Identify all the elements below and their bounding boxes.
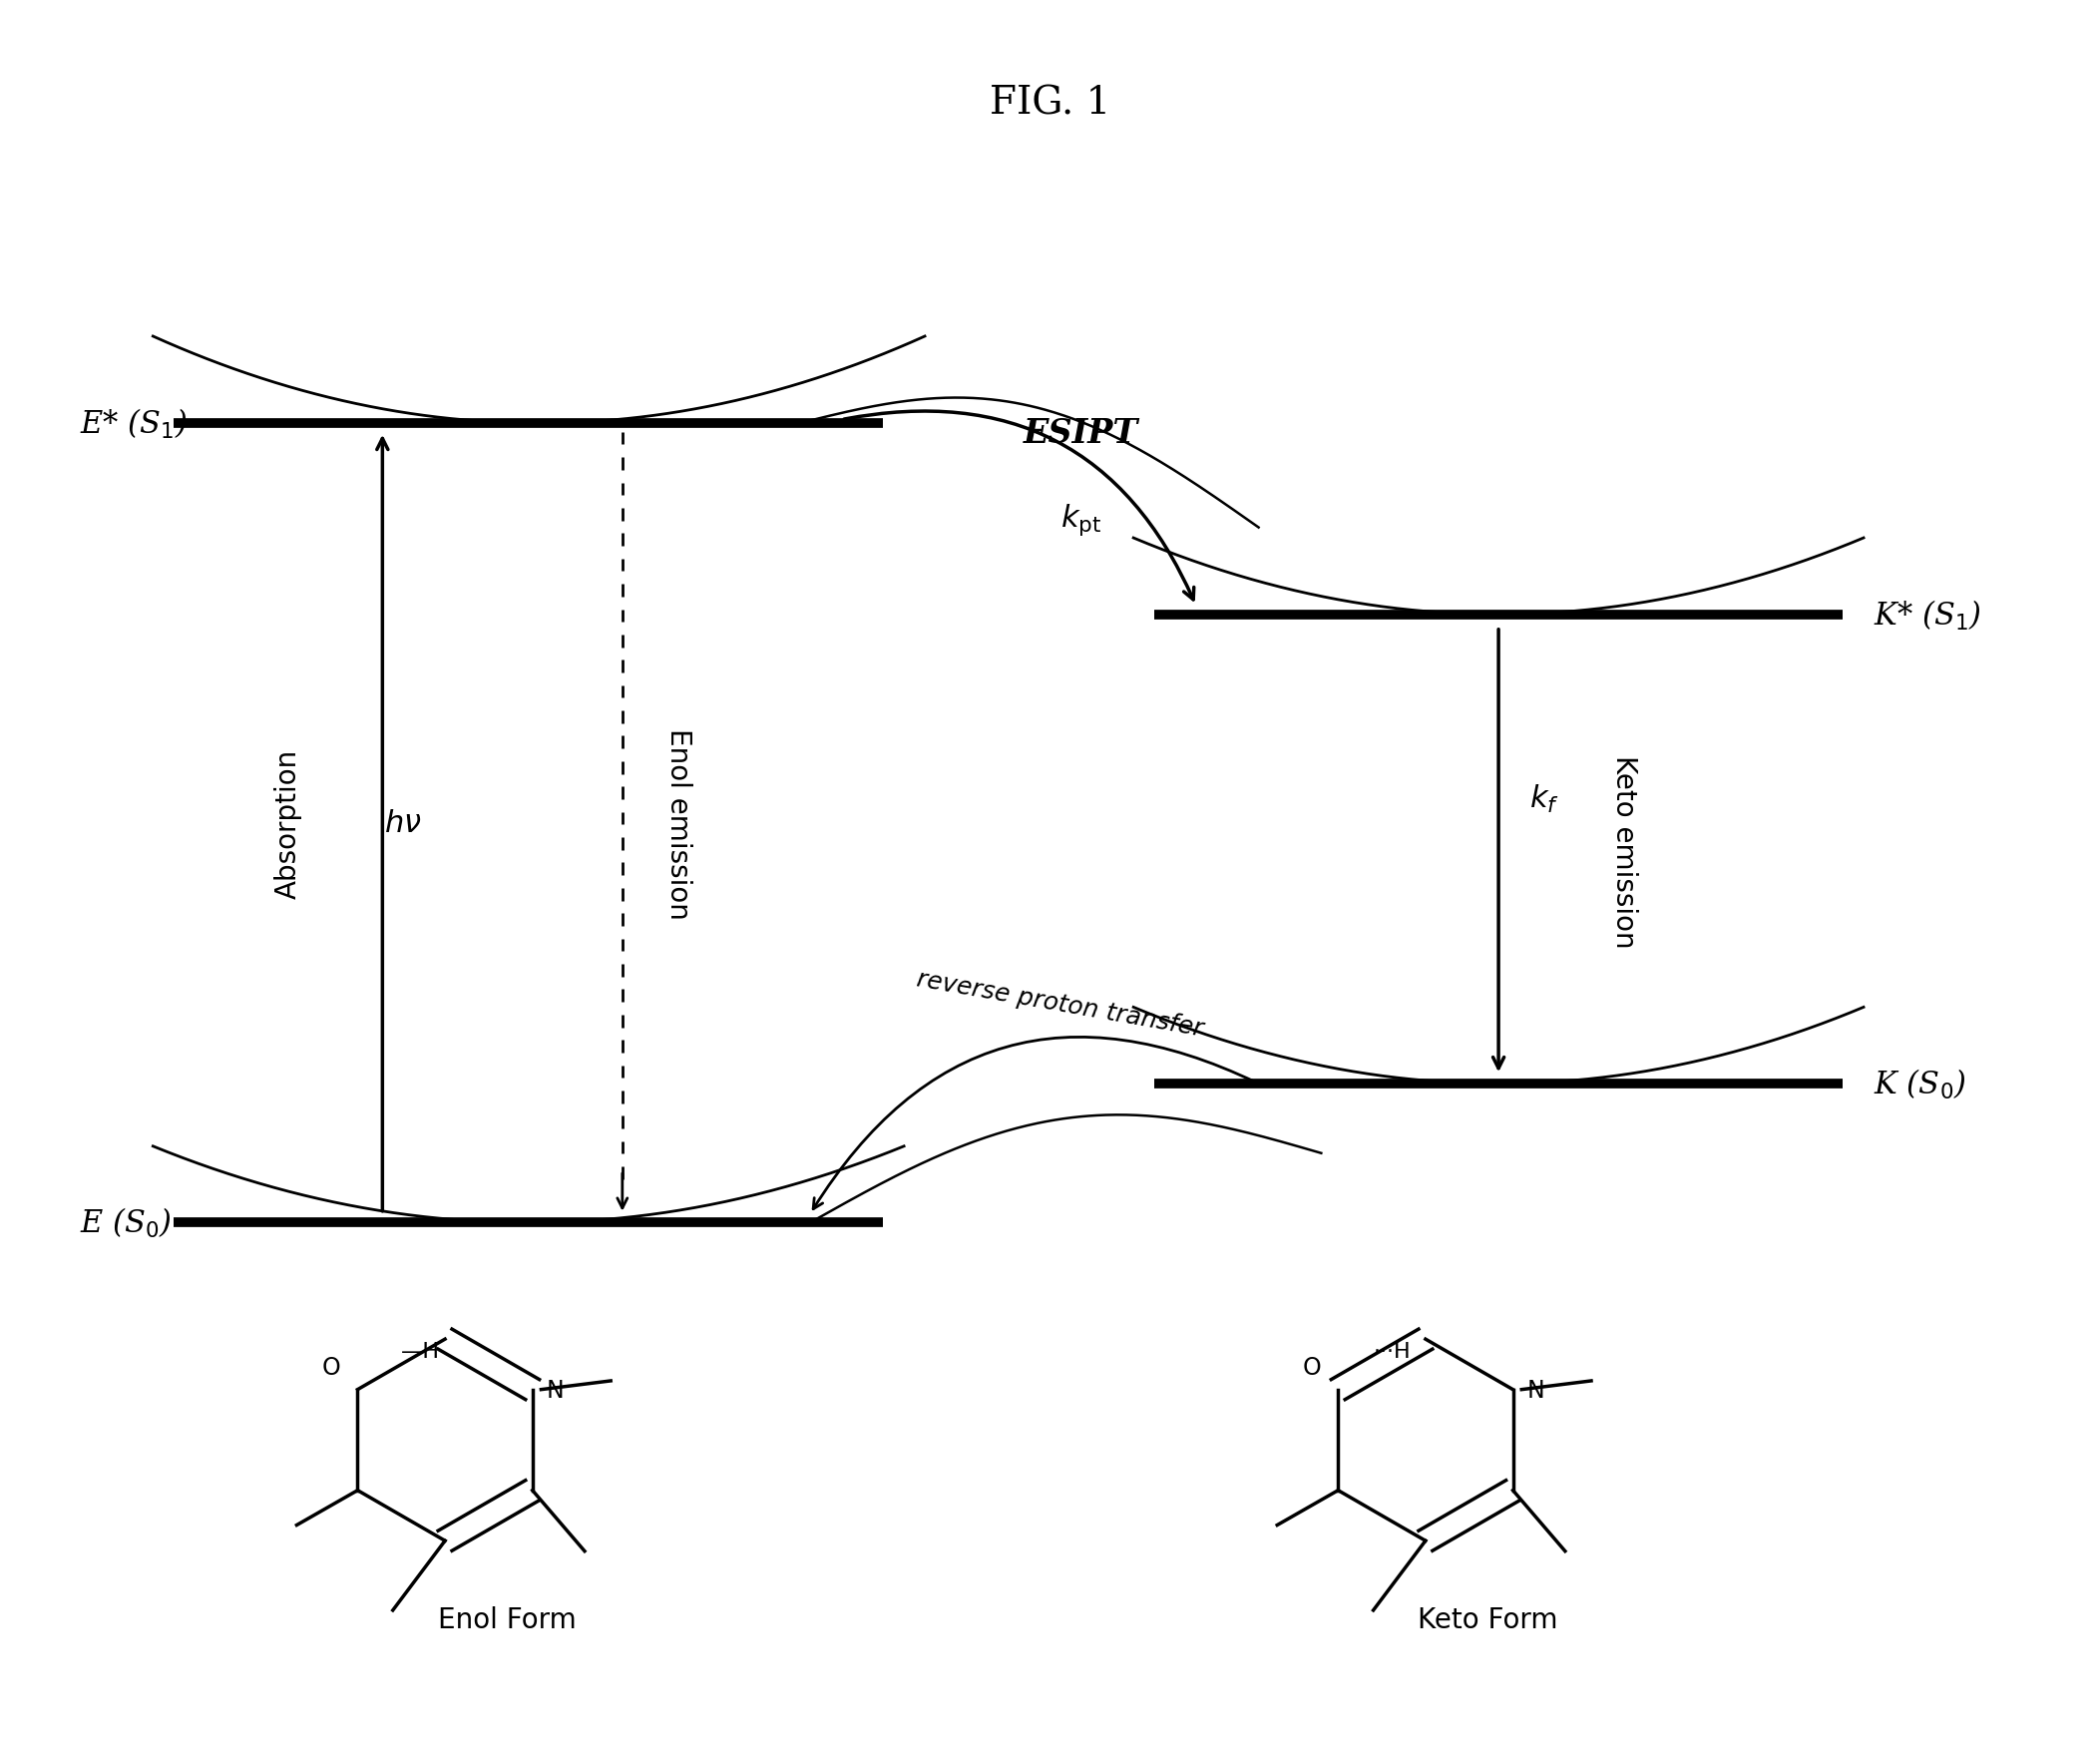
- Text: E* (S$_1$): E* (S$_1$): [80, 406, 187, 441]
- Text: $k_f$: $k_f$: [1529, 783, 1560, 814]
- Text: Absorption: Absorption: [275, 748, 302, 898]
- Text: E (S$_0$): E (S$_0$): [80, 1206, 172, 1240]
- Text: O: O: [1302, 1355, 1321, 1380]
- Text: Keto emission: Keto emission: [1611, 755, 1638, 947]
- Text: reverse proton transfer: reverse proton transfer: [916, 967, 1205, 1040]
- Text: $h\nu$: $h\nu$: [384, 809, 422, 837]
- Text: O: O: [321, 1355, 340, 1380]
- Text: K* (S$_1$): K* (S$_1$): [1873, 597, 1982, 632]
- Text: ···H: ···H: [1373, 1341, 1411, 1362]
- Text: Enol Form: Enol Form: [439, 1606, 578, 1634]
- Text: —H: —H: [401, 1341, 441, 1362]
- Text: FIG. 1: FIG. 1: [989, 86, 1111, 123]
- Text: $k_\mathrm{pt}$: $k_\mathrm{pt}$: [1060, 503, 1103, 538]
- Text: Keto Form: Keto Form: [1418, 1606, 1558, 1634]
- Text: N: N: [1527, 1378, 1544, 1401]
- Text: N: N: [546, 1378, 565, 1401]
- Text: Enol emission: Enol emission: [664, 728, 693, 919]
- Text: K (S$_0$): K (S$_0$): [1873, 1066, 1968, 1101]
- Text: ESIPT: ESIPT: [1025, 417, 1138, 450]
